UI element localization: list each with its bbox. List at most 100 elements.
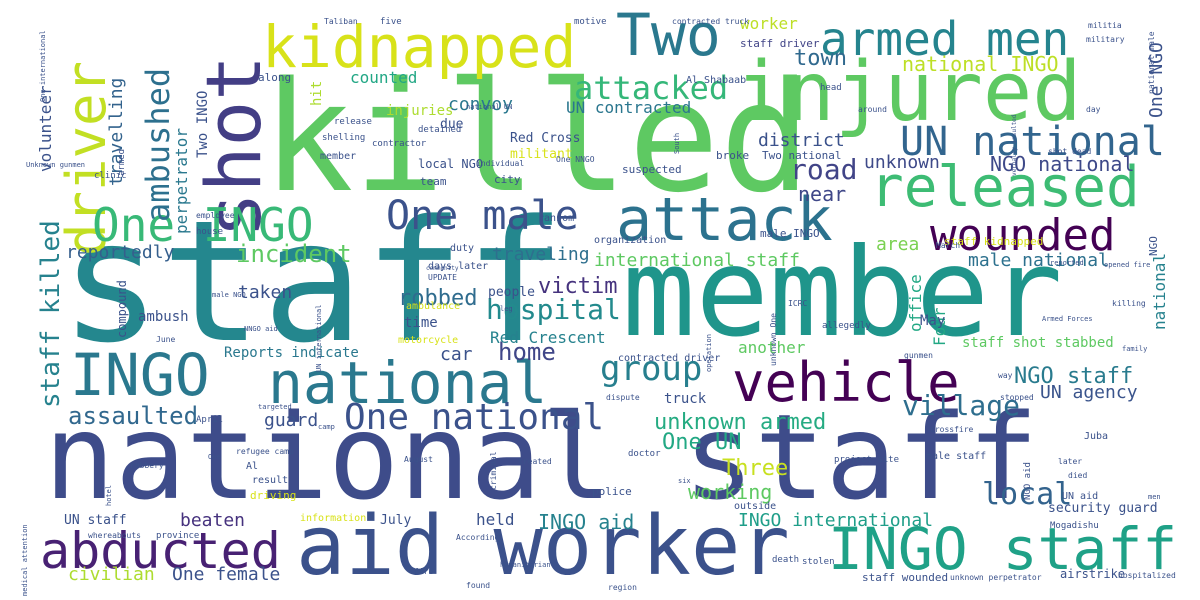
word-perpetrator: perpetrator <box>172 128 191 234</box>
word-hospital: hospital <box>486 293 621 326</box>
word-march: March <box>936 241 961 250</box>
word-verbally-insulted: verbally insulted <box>1011 114 1018 176</box>
word-death: death <box>772 555 800 565</box>
word-near: near <box>798 182 847 206</box>
word-traveling: traveling <box>492 244 590 265</box>
word-unknown-one: unknown One <box>769 313 778 366</box>
word-ambulance: ambulance <box>406 301 461 312</box>
word-male-ingo: male INGO <box>760 227 820 240</box>
word-icrc: ICRC <box>788 299 808 308</box>
word-airstrike: airstrike <box>1060 567 1126 581</box>
word-along: along <box>258 71 292 84</box>
word-armed-men: armed men <box>820 12 1070 66</box>
word-detained: detained <box>418 125 462 135</box>
word-reported: reported <box>1050 259 1084 267</box>
word-another: another <box>738 338 806 357</box>
word-robbed: robbed <box>398 286 478 311</box>
word-taken: taken <box>238 282 293 303</box>
word-red-crescent: Red Crescent <box>490 328 606 347</box>
word-unknown-armed: unknown armed <box>654 410 827 435</box>
word-village: village <box>902 389 1021 422</box>
word-ingo-aid: INGO aid <box>538 510 635 534</box>
word-shot-dead: shot dead <box>1048 147 1092 156</box>
word-aid-worker: aid worker <box>296 499 790 594</box>
word-national-ingo: national INGO <box>902 52 1059 76</box>
word-area: area <box>876 234 920 255</box>
word-family: family <box>1122 345 1148 353</box>
word-national-staff: national staff <box>44 388 1039 526</box>
word-way: way <box>998 371 1013 380</box>
word-district: district <box>758 130 845 151</box>
word-died: died <box>1068 471 1088 480</box>
word-one: One <box>208 453 221 461</box>
word-national-v: national <box>1150 252 1169 330</box>
word-held: held <box>476 510 515 529</box>
word-national: national <box>268 349 548 417</box>
word-security-guard: security guard <box>1048 501 1158 516</box>
word-un-staff: UN staff <box>64 513 127 528</box>
word-staff-kidnapped: staff kidnapped <box>944 235 1044 248</box>
word-truck: truck <box>664 391 707 407</box>
word-kidnapped: kidnapped <box>262 13 577 81</box>
word-attacked: attacked <box>574 69 729 107</box>
word-information: information <box>300 513 367 524</box>
word-assaulted: assaulted <box>68 402 199 430</box>
word-driving: driving <box>250 489 297 502</box>
word-international-staff: international staff <box>594 250 800 271</box>
word-al: Al <box>246 461 259 472</box>
word-national-un: national UN <box>466 103 513 111</box>
word-ambushed: ambushed <box>139 67 177 222</box>
word-men: men <box>1148 493 1161 501</box>
word-allegedly: allegedly <box>822 321 871 331</box>
word-doctor: doctor <box>628 449 661 459</box>
word-head: head <box>820 83 842 93</box>
word-south: South <box>673 132 681 154</box>
word-unknown: unknown <box>864 152 940 173</box>
word-un-aid: UN aid <box>1062 491 1099 502</box>
word-leg: leg <box>500 305 513 313</box>
word-un-international: UN international <box>315 304 323 372</box>
word-injured: injured <box>736 45 1082 140</box>
word-days-later: days later <box>428 261 489 272</box>
word-injuries: injuries <box>386 103 454 119</box>
word-abducted: abducted <box>40 522 281 580</box>
word-victim: victim <box>538 274 618 299</box>
word-hospitalized: hospitalized <box>1118 571 1176 580</box>
word-staff-driver: staff driver <box>740 37 820 50</box>
word-mogadishu: Mogadishu <box>1050 521 1099 531</box>
word-ingo-international: INGO international <box>738 510 934 531</box>
word-convoy: convoy <box>448 94 514 115</box>
word-road: road <box>790 153 858 186</box>
word-medical-attention: medical attention <box>21 524 29 596</box>
word-clinic: clinic <box>94 171 127 181</box>
word-ambush: ambush <box>138 309 189 325</box>
word-one-national: One national <box>344 397 605 438</box>
word-reports-indicate: Reports indicate <box>224 345 359 361</box>
word-six: six <box>678 477 691 485</box>
word-unknown-perpetrator: unknown perpetrator <box>950 573 1042 582</box>
word-ngo-staff: NGO staff <box>1014 364 1134 389</box>
word-project-site: project site <box>834 455 900 465</box>
word-town: town <box>794 46 847 71</box>
word-militant: militant <box>510 147 573 162</box>
word-hit: hit <box>309 80 325 106</box>
word-around: around <box>858 105 887 114</box>
word-community: community <box>426 265 459 272</box>
word-july: July <box>380 513 412 528</box>
word-vehicle: vehicle <box>732 351 960 414</box>
word-humanitarian: humanitarian <box>500 561 551 569</box>
word-employee: employee <box>196 211 235 220</box>
word-time: time <box>404 315 438 331</box>
word-broke: broke <box>716 149 750 162</box>
word-ingo: INGO <box>70 341 210 409</box>
word-three: Three <box>722 456 789 481</box>
word-motive: motive <box>574 17 607 27</box>
word-according: According <box>456 533 500 542</box>
word-staff-wounded: staff wounded <box>862 571 949 584</box>
word-male-staff: male staff <box>926 451 987 462</box>
word-targeted: targeted <box>258 403 292 411</box>
word-national-male: national male <box>1147 31 1156 94</box>
word-home: home <box>498 338 556 366</box>
word-two-national: Two national <box>762 149 842 162</box>
